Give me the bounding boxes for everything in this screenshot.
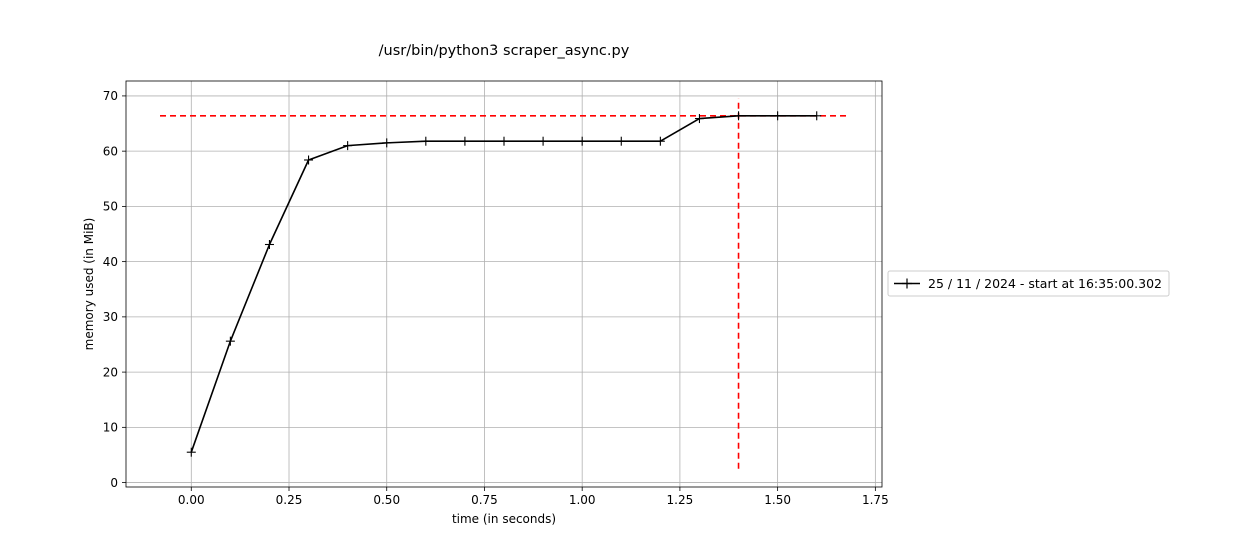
y-tick-label: 50: [103, 200, 118, 214]
y-axis: 0 10 20 30 40 50 60 70: [103, 89, 126, 490]
x-tick-label: 1.25: [667, 493, 694, 507]
x-tick-label: 0.75: [471, 493, 498, 507]
x-axis: 0.00 0.25 0.50 0.75 1.00 1.25 1.50 1.75: [178, 487, 889, 507]
data-point: [616, 136, 626, 146]
data-point: [812, 111, 822, 121]
x-tick-label: 1.50: [764, 493, 791, 507]
data-point: [421, 136, 431, 146]
data-point: [734, 111, 744, 121]
y-tick-label: 20: [103, 365, 118, 379]
data-point: [343, 141, 353, 151]
series-layer: [186, 111, 822, 457]
legend-label: 25 / 11 / 2024 - start at 16:35:00.302: [928, 276, 1162, 291]
y-tick-label: 10: [103, 421, 118, 435]
data-point: [382, 138, 392, 148]
data-point: [577, 136, 587, 146]
data-point: [499, 136, 509, 146]
x-axis-label: time (in seconds): [452, 512, 556, 526]
y-tick-label: 0: [110, 476, 118, 490]
y-tick-label: 70: [103, 89, 118, 103]
y-tick-label: 30: [103, 310, 118, 324]
data-point: [773, 111, 783, 121]
data-point: [186, 447, 196, 457]
data-point: [694, 114, 704, 124]
data-point: [225, 336, 235, 346]
data-point: [460, 136, 470, 146]
legend-marker: [902, 278, 912, 289]
plot-frame: [125, 80, 883, 488]
data-point: [264, 240, 274, 250]
data-point: [655, 136, 665, 146]
data-point: [538, 136, 548, 146]
x-tick-label: 0.00: [178, 493, 205, 507]
y-tick-label: 40: [103, 255, 118, 269]
y-tick-label: 60: [103, 144, 118, 158]
legend-box: [887, 270, 1170, 297]
grid: [126, 81, 882, 487]
x-tick-label: 0.25: [276, 493, 303, 507]
x-tick-label: 0.50: [373, 493, 400, 507]
chart-title: /usr/bin/python3 scraper_async.py: [379, 43, 630, 59]
legend: 25 / 11 / 2024 - start at 16:35:00.302: [887, 270, 1170, 297]
data-point: [304, 155, 314, 165]
plot-area: [125, 80, 883, 488]
plot-background: [126, 81, 882, 487]
x-tick-label: 1.75: [862, 493, 889, 507]
x-tick-label: 1.00: [569, 493, 596, 507]
y-axis-label: memory used (in MiB): [82, 218, 96, 351]
